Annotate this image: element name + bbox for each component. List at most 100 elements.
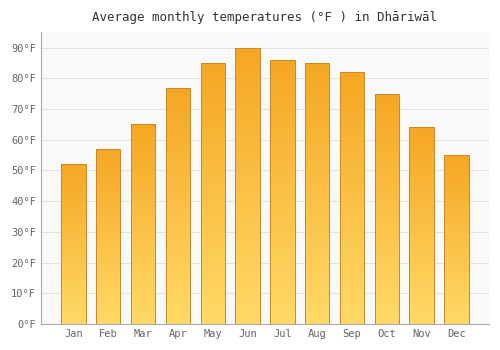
Bar <box>96 181 120 182</box>
Bar <box>166 141 190 142</box>
Bar <box>305 101 330 102</box>
Bar <box>444 184 468 185</box>
Bar <box>374 306 399 307</box>
Bar <box>410 300 434 301</box>
Bar <box>374 299 399 300</box>
Bar <box>305 315 330 316</box>
Bar <box>270 299 294 300</box>
Bar <box>270 168 294 169</box>
Bar <box>166 122 190 123</box>
Bar <box>200 221 225 222</box>
Bar <box>236 64 260 65</box>
Bar <box>270 146 294 147</box>
Bar <box>340 118 364 119</box>
Bar <box>166 250 190 251</box>
Bar <box>131 154 156 155</box>
Bar <box>131 267 156 268</box>
Bar <box>200 268 225 269</box>
Bar <box>305 274 330 276</box>
Bar <box>410 127 434 324</box>
Bar <box>374 300 399 301</box>
Bar <box>340 99 364 100</box>
Bar <box>410 308 434 309</box>
Bar <box>444 293 468 294</box>
Bar <box>444 230 468 231</box>
Bar <box>131 233 156 234</box>
Bar <box>270 189 294 191</box>
Bar <box>200 260 225 261</box>
Bar <box>444 186 468 187</box>
Bar <box>200 139 225 140</box>
Bar <box>200 259 225 260</box>
Bar <box>340 257 364 259</box>
Bar <box>340 293 364 294</box>
Bar <box>374 136 399 138</box>
Bar <box>270 320 294 321</box>
Bar <box>305 273 330 274</box>
Bar <box>340 216 364 217</box>
Bar <box>236 138 260 139</box>
Bar <box>166 258 190 259</box>
Bar <box>270 195 294 196</box>
Bar <box>96 300 120 301</box>
Bar <box>305 231 330 233</box>
Bar <box>96 243 120 244</box>
Bar <box>305 158 330 160</box>
Bar <box>340 261 364 262</box>
Bar <box>131 248 156 249</box>
Bar <box>131 189 156 190</box>
Bar <box>200 119 225 120</box>
Bar <box>200 255 225 256</box>
Bar <box>305 303 330 304</box>
Bar <box>62 242 86 243</box>
Bar <box>444 315 468 316</box>
Bar <box>96 258 120 259</box>
Bar <box>305 217 330 218</box>
Bar <box>374 118 399 119</box>
Bar <box>62 263 86 264</box>
Bar <box>131 264 156 265</box>
Bar <box>200 136 225 137</box>
Bar <box>270 280 294 282</box>
Bar <box>340 272 364 274</box>
Bar <box>62 253 86 254</box>
Bar <box>270 158 294 159</box>
Bar <box>62 284 86 285</box>
Bar <box>374 292 399 293</box>
Bar <box>410 243 434 244</box>
Bar <box>166 257 190 258</box>
Bar <box>444 312 468 313</box>
Bar <box>270 303 294 304</box>
Bar <box>200 228 225 229</box>
Bar <box>200 90 225 92</box>
Bar <box>236 208 260 209</box>
Bar <box>200 117 225 118</box>
Bar <box>200 183 225 184</box>
Bar <box>166 272 190 273</box>
Bar <box>374 282 399 284</box>
Bar <box>305 304 330 306</box>
Bar <box>96 210 120 211</box>
Bar <box>236 50 260 52</box>
Bar <box>444 297 468 298</box>
Bar <box>96 271 120 272</box>
Bar <box>340 179 364 181</box>
Bar <box>305 162 330 163</box>
Bar <box>236 160 260 161</box>
Bar <box>374 152 399 154</box>
Bar <box>444 284 468 285</box>
Bar <box>62 169 86 170</box>
Bar <box>200 286 225 287</box>
Bar <box>200 187 225 188</box>
Bar <box>270 143 294 145</box>
Bar <box>305 74 330 75</box>
Bar <box>131 259 156 260</box>
Bar <box>270 225 294 226</box>
Bar <box>374 96 399 97</box>
Bar <box>340 115 364 116</box>
Bar <box>200 140 225 141</box>
Bar <box>410 311 434 312</box>
Bar <box>305 115 330 117</box>
Bar <box>340 181 364 182</box>
Bar <box>444 231 468 232</box>
